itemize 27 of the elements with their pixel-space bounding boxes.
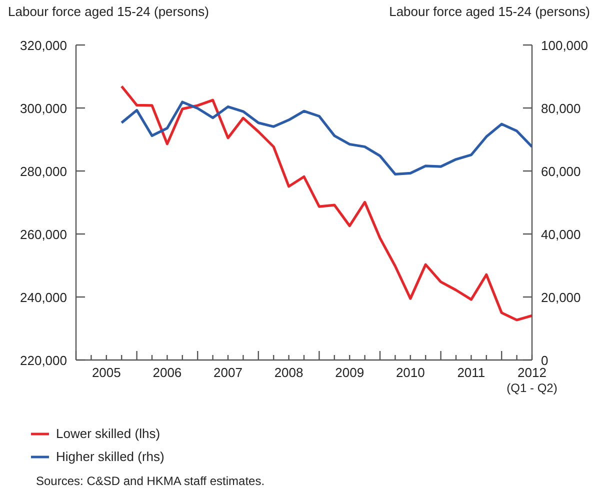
y2-tick-label: 40,000 — [541, 227, 581, 242]
source-note: Sources: C&SD and HKMA staff estimates. — [36, 474, 265, 488]
x-tick-label: 2010 — [396, 365, 425, 380]
legend-label: Lower skilled (lhs) — [56, 426, 160, 441]
x-tick-label: 2012 (Q1 - Q2) — [506, 365, 558, 395]
legend-label: Higher skilled (rhs) — [56, 449, 164, 464]
y2-tick-label: 100,000 — [541, 38, 588, 53]
x-tick-label: 2008 — [274, 365, 304, 380]
y2-tick-label: 80,000 — [541, 101, 581, 116]
y2-tick-label: 20,000 — [541, 290, 581, 305]
line-series — [120, 84, 532, 322]
y2-axis-title: Labour force aged 15-24 (persons) — [389, 4, 590, 19]
y-tick-label: 300,000 — [20, 101, 67, 116]
y-tick-label: 220,000 — [20, 353, 67, 368]
y2-tick-label: 60,000 — [541, 164, 581, 179]
y2-tick-label: 0 — [541, 353, 548, 368]
x-tick-label: 2005 — [92, 365, 121, 380]
x-tick-label: 2009 — [335, 365, 364, 380]
y-tick-label: 280,000 — [20, 164, 67, 179]
y-tick-label: 240,000 — [20, 290, 67, 305]
y-tick-label: 260,000 — [20, 227, 67, 242]
y-tick-label: 320,000 — [20, 38, 67, 53]
line-series — [120, 100, 532, 176]
y-axis-title: Labour force aged 15-24 (persons) — [8, 4, 209, 19]
x-tick-label: 2007 — [214, 365, 242, 380]
x-tick-label: 2011 — [457, 365, 486, 380]
x-tick-label: 2006 — [152, 365, 182, 380]
